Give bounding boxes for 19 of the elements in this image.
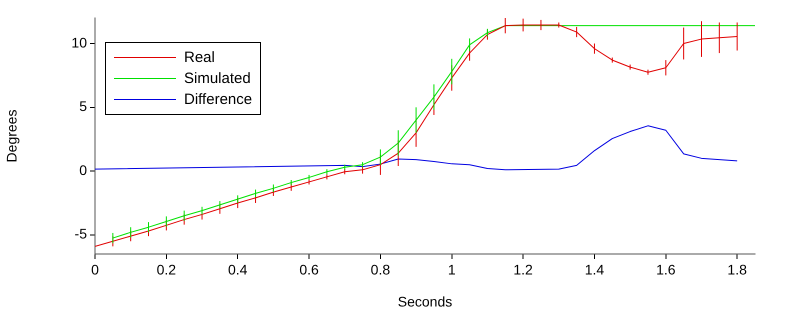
x-tick-label: 0.6 bbox=[299, 261, 319, 278]
y-tick-label: 10 bbox=[71, 34, 88, 50]
x-tick-label: 0 bbox=[91, 261, 100, 278]
y-tick-label: 5 bbox=[79, 98, 88, 114]
x-tick-label: 1.6 bbox=[656, 261, 676, 278]
x-tick-label: 1.4 bbox=[584, 261, 604, 278]
x-tick-label: 1.8 bbox=[727, 261, 748, 278]
x-tick-label: 0.2 bbox=[156, 261, 176, 278]
legend-label: Difference bbox=[184, 91, 252, 108]
x-tick-label: 0.8 bbox=[370, 261, 390, 278]
y-tick-label: -5 bbox=[74, 226, 88, 242]
x-axis-title: Seconds bbox=[398, 293, 452, 310]
y-axis-title: Degrees bbox=[3, 110, 20, 162]
x-tick-label: 0.4 bbox=[228, 261, 248, 278]
legend-label: Real bbox=[184, 49, 215, 66]
x-tick-label: 1 bbox=[448, 261, 456, 278]
legend-label: Simulated bbox=[184, 70, 251, 87]
x-tick-label: 1.2 bbox=[513, 261, 534, 278]
y-tick-label: 0 bbox=[79, 162, 88, 178]
